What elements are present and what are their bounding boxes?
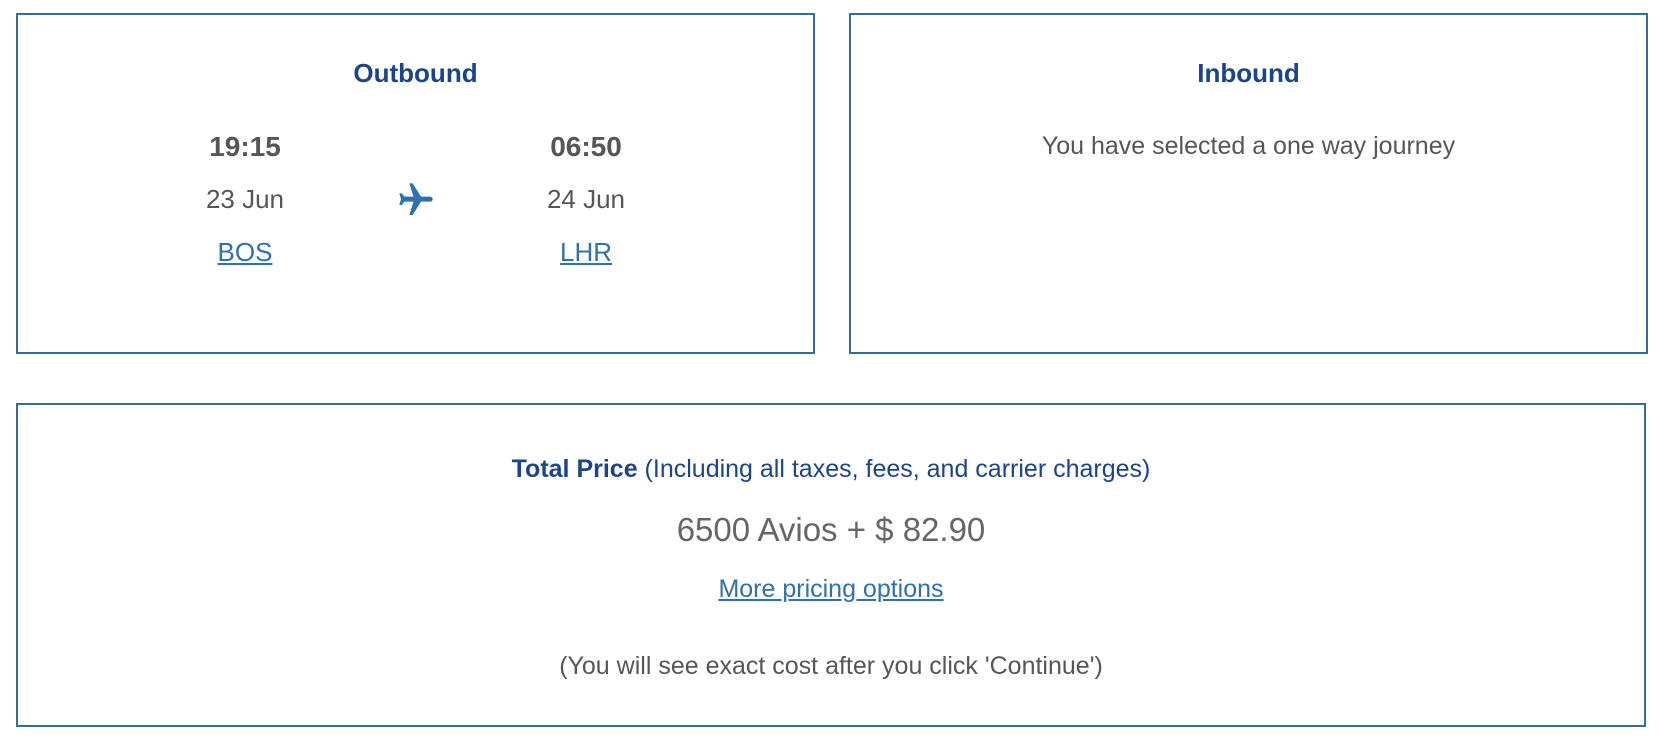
arrival-airport-link[interactable]: LHR [559,237,612,267]
outbound-title: Outbound [353,58,478,88]
exact-cost-note: (You will see exact cost after you click… [559,652,1103,680]
outbound-card: Outbound 19:15 23 Jun BOS 06:50 24 Jun L… [16,13,815,354]
plane-column [330,120,501,279]
one-way-journey-message: You have selected a one way journey [1041,132,1456,160]
departure-airport-link[interactable]: BOS [217,237,273,267]
departure-time: 19:15 [209,130,281,162]
inbound-card: Inbound You have selected a one way jour… [849,13,1648,354]
total-price-card: Total Price (Including all taxes, fees, … [16,403,1646,727]
more-pricing-options-link[interactable]: More pricing options [718,575,944,603]
airplane-icon [396,180,436,220]
inbound-title: Inbound [1197,58,1300,88]
price-amount: 6500 Avios + $ 82.90 [676,511,986,548]
total-price-label: Total Price [511,455,638,483]
total-price-heading: Total Price (Including all taxes, fees, … [18,454,1644,484]
arrival-time: 06:50 [550,130,622,162]
arrival-column: 06:50 24 Jun LHR [501,120,671,279]
total-price-sublabel: (Including all taxes, fees, and carrier … [637,455,1151,483]
outbound-flight-row: 19:15 23 Jun BOS 06:50 24 Jun LHR [18,120,813,279]
departure-date: 23 Jun [205,184,285,214]
departure-column: 19:15 23 Jun BOS [160,120,330,279]
arrival-date: 24 Jun [546,184,626,214]
